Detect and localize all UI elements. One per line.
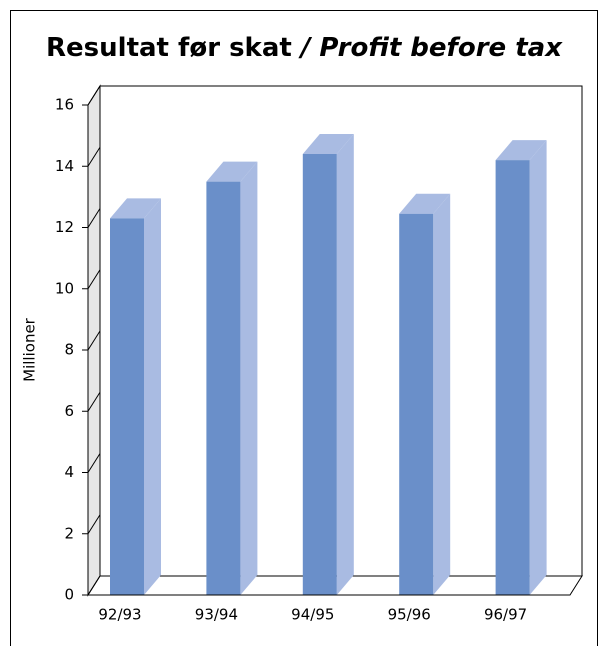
x-tick-label: 92/93 bbox=[98, 606, 141, 624]
y-tick-label: 0 bbox=[64, 586, 74, 604]
y-tick-depth bbox=[87, 330, 101, 351]
y-tick-depth bbox=[87, 453, 101, 473]
title-italic: / Profit before tax bbox=[298, 33, 563, 63]
bar-top bbox=[110, 198, 161, 219]
bar-front bbox=[302, 154, 337, 595]
bar-top bbox=[206, 161, 258, 182]
y-tick-depth bbox=[87, 85, 101, 106]
y-tick-depth bbox=[87, 575, 101, 596]
y-tick-label: 10 bbox=[55, 279, 74, 297]
y-tick-depth bbox=[87, 269, 101, 290]
bar-side bbox=[529, 140, 547, 595]
y-tick-depth bbox=[87, 514, 101, 535]
chart-title: Resultat før skat / Profit before tax bbox=[46, 33, 563, 63]
y-axis-label: Millioner bbox=[21, 317, 39, 382]
bar-front bbox=[110, 218, 144, 595]
x-tick-label: 94/95 bbox=[291, 606, 334, 624]
y-tick-label: 12 bbox=[55, 218, 74, 236]
y-tick-label: 16 bbox=[55, 96, 74, 114]
bar-front bbox=[399, 213, 434, 595]
bar-side bbox=[433, 193, 451, 595]
bar-side bbox=[336, 134, 354, 595]
bar bbox=[495, 140, 547, 595]
bar bbox=[206, 161, 258, 595]
y-tick-label: 4 bbox=[64, 463, 74, 481]
frame bbox=[10, 10, 598, 650]
y-tick-label: 6 bbox=[64, 402, 74, 420]
y-tick-depth bbox=[87, 208, 101, 228]
bar-top bbox=[399, 193, 451, 214]
bar-side bbox=[144, 198, 161, 595]
x-tick-label: 96/97 bbox=[484, 606, 527, 624]
y-tick-label: 2 bbox=[64, 524, 74, 542]
bar-top bbox=[495, 140, 547, 161]
bar bbox=[110, 198, 161, 595]
y-tick-depth bbox=[87, 146, 101, 167]
bar-front bbox=[495, 160, 530, 595]
bar bbox=[302, 134, 354, 595]
bar-side bbox=[240, 161, 258, 595]
title-main: Resultat før skat bbox=[46, 33, 292, 63]
bar-front bbox=[206, 181, 241, 595]
x-tick-label: 95/96 bbox=[388, 606, 431, 624]
bar bbox=[399, 193, 451, 595]
y-tick-label: 8 bbox=[64, 341, 74, 359]
x-tick-label: 93/94 bbox=[195, 606, 238, 624]
y-tick-depth bbox=[87, 391, 101, 412]
y-tick-label: 14 bbox=[55, 157, 74, 175]
bar-top bbox=[302, 134, 354, 154]
